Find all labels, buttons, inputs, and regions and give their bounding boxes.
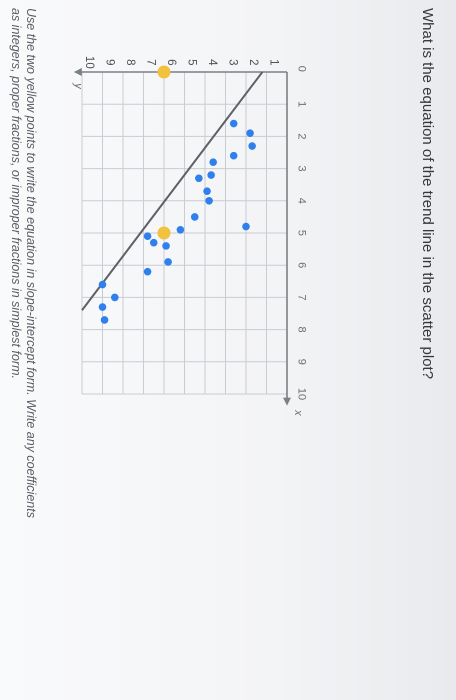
x-tick-label-5: 5 <box>295 230 307 236</box>
x-tick-label-10: 10 <box>295 388 307 400</box>
data-point <box>229 151 238 160</box>
x-tick-label-7: 7 <box>295 294 307 300</box>
x-axis-label: x <box>292 409 304 416</box>
data-point <box>195 174 203 183</box>
y-tick-label-5: 5 <box>186 59 198 65</box>
y-tick-label-4: 4 <box>206 59 218 66</box>
data-point <box>246 129 254 137</box>
data-point <box>143 232 152 241</box>
x-tick-label-6: 6 <box>295 262 307 268</box>
y-axis-arrow <box>73 68 82 76</box>
data-point <box>98 280 107 289</box>
data-point <box>176 225 185 234</box>
trend-line <box>81 71 264 311</box>
grid-lines <box>81 71 288 395</box>
y-tick-label-10: 10 <box>83 56 95 69</box>
y-tick-label-6: 6 <box>165 59 177 65</box>
data-point <box>149 238 158 247</box>
data-point <box>111 293 119 302</box>
yellow-point[interactable] <box>157 65 171 79</box>
instructions-line-1: Use the two yellow points to write the e… <box>24 8 38 518</box>
data-point <box>248 142 256 150</box>
data-points <box>98 119 256 324</box>
y-tick-label-2: 2 <box>247 59 259 65</box>
origin-label: 0 <box>295 66 307 72</box>
yellow-point[interactable] <box>157 226 171 240</box>
data-point <box>207 171 215 179</box>
data-point <box>205 197 213 205</box>
x-tick-label-9: 9 <box>295 359 307 365</box>
data-point <box>164 258 172 266</box>
data-point <box>100 316 109 324</box>
y-tick-label-1: 1 <box>268 59 280 65</box>
y-tick-label-7: 7 <box>145 59 157 65</box>
trend-line-layer <box>81 71 264 311</box>
yellow-points[interactable] <box>157 65 171 240</box>
data-point <box>143 267 152 276</box>
instructions-text: Use the two yellow points to write the e… <box>8 8 38 698</box>
data-point <box>162 242 170 250</box>
y-tick-label-3: 3 <box>227 59 239 65</box>
x-tick-label-8: 8 <box>295 327 307 333</box>
x-axis-arrow <box>283 397 291 406</box>
data-point <box>242 222 250 231</box>
x-tick-label-1: 1 <box>295 101 307 107</box>
x-tick-label-2: 2 <box>295 133 307 139</box>
y-tick-label-9: 9 <box>104 59 116 65</box>
y-axis-label: y <box>72 82 84 90</box>
tick-labels: x y 0 1 2 3 4 5 6 7 8 9 10 1 2 3 4 5 6 7 8 9 10 <box>72 56 307 416</box>
data-point <box>98 303 107 311</box>
x-tick-label-4: 4 <box>295 198 307 204</box>
x-tick-label-3: 3 <box>295 166 307 172</box>
data-point <box>229 119 238 128</box>
data-point <box>190 213 199 221</box>
instructions-line-2: as integers, proper fractions, or improp… <box>9 8 23 379</box>
data-point <box>203 187 211 195</box>
y-tick-label-8: 8 <box>124 59 136 65</box>
data-point <box>209 158 217 166</box>
axes <box>73 68 291 406</box>
